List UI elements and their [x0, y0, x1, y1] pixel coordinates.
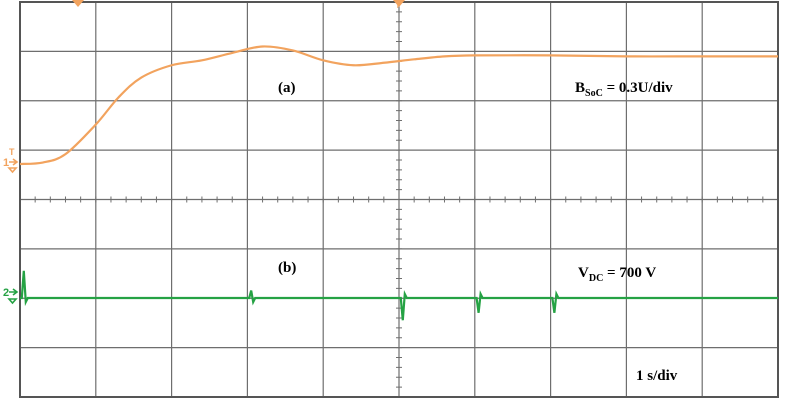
center-axis-ticks [19, 1, 779, 398]
channel-1-marker: 1 T [3, 147, 19, 174]
time-scale-label: 1 s/div [636, 368, 678, 384]
channel-1-arrow-icon [7, 158, 19, 174]
channel-1-label: 1 [3, 157, 9, 169]
trace-b-scale-subscript: DC [589, 273, 603, 284]
trigger-position-marker [72, 0, 84, 7]
trigger-level-label: T [9, 147, 15, 157]
trace-b-scale-label: VDC = 700 V [578, 265, 656, 284]
horizontal-position-marker [393, 0, 405, 7]
channel-2-arrow-icon [7, 288, 19, 305]
trace-a-scale-label: BSoC = 0.3U/div [575, 80, 673, 99]
trigger-marker-glyph: T [394, 1, 401, 11]
channel-2-marker: 2 [3, 287, 19, 305]
trace-b-scale-symbol: V [578, 265, 589, 281]
trace-a-tag: (a) [278, 80, 296, 96]
trace-a-scale-subscript: SoC [585, 88, 603, 99]
channel-2-label: 2 [3, 287, 9, 299]
trace-b-scale-value: = 700 V [603, 265, 656, 281]
trace-b-vdc-curve [20, 270, 778, 321]
trace-a-scale-symbol: B [575, 80, 585, 96]
trace-a-scale-value: = 0.3U/div [603, 80, 673, 96]
trace-b-tag: (b) [278, 260, 296, 276]
trace-a-soc-curve [19, 45, 778, 166]
